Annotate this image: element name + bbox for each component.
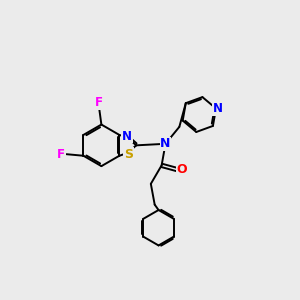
Text: O: O — [176, 164, 187, 176]
Text: N: N — [160, 137, 171, 150]
Text: S: S — [124, 148, 133, 161]
Text: N: N — [122, 130, 132, 143]
Text: F: F — [95, 97, 103, 110]
Text: F: F — [57, 148, 65, 161]
Text: N: N — [212, 102, 223, 115]
